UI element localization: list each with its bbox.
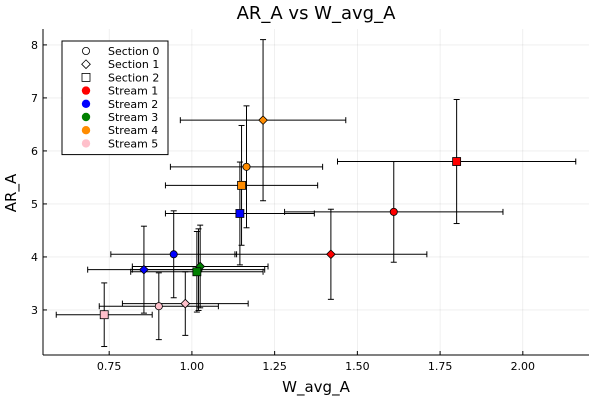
x-tick-label: 2.00: [511, 360, 536, 373]
legend-label: Stream 3: [108, 111, 158, 124]
legend-marker: [81, 126, 91, 135]
legend-marker: [81, 112, 91, 122]
legend-marker: [81, 139, 91, 148]
legend-marker: [81, 86, 91, 95]
data-point: [237, 180, 246, 190]
legend-label: Stream 4: [108, 124, 158, 137]
legend-marker: [82, 47, 91, 56]
data-point: [326, 249, 336, 260]
data-point: [452, 157, 462, 166]
data-point: [99, 310, 109, 320]
data-point: [235, 209, 245, 218]
data-point: [154, 302, 163, 311]
x-axis-label: W_avg_A: [282, 378, 350, 397]
legend-label: Section 1: [108, 58, 159, 71]
x-axis-ticks: 0.75 1.00 1.25 1.50 1.75 2.00: [97, 351, 535, 373]
data-point: [192, 267, 202, 277]
x-tick-label: 1.00: [180, 360, 205, 373]
data-point: [389, 207, 398, 216]
data-point: [180, 298, 191, 309]
data-point: [139, 264, 149, 275]
legend-marker: [81, 99, 91, 109]
legend-box: [61, 40, 169, 156]
legend-marker: [81, 59, 91, 70]
y-axis-label: AR_A: [2, 173, 21, 212]
data-point: [169, 250, 178, 259]
x-tick-label: 1.75: [428, 360, 453, 373]
y-axis-ticks: 3 4 5 6 7 8: [31, 39, 47, 317]
legend-label: Stream 2: [108, 98, 158, 111]
data-point: [242, 162, 251, 171]
chart-title: AR_A vs W_avg_A: [237, 3, 397, 24]
legend-label: Section 2: [108, 71, 159, 84]
legend-label: Section 0: [108, 45, 159, 58]
y-tick-label: 6: [31, 145, 38, 158]
legend-label: Stream 5: [108, 137, 158, 150]
legend-label: Stream 1: [108, 85, 158, 98]
y-tick-label: 3: [31, 304, 38, 317]
legend-marker: [81, 73, 91, 82]
x-tick-label: 1.25: [262, 360, 287, 373]
x-tick-label: 0.75: [97, 360, 122, 373]
y-tick-label: 5: [31, 198, 38, 211]
y-tick-label: 8: [31, 39, 38, 52]
y-tick-label: 7: [31, 92, 38, 105]
axes: [42, 29, 589, 356]
data-points: [99, 115, 462, 320]
data-point: [258, 115, 268, 126]
y-tick-label: 4: [31, 251, 38, 264]
x-tick-label: 1.50: [345, 360, 370, 373]
